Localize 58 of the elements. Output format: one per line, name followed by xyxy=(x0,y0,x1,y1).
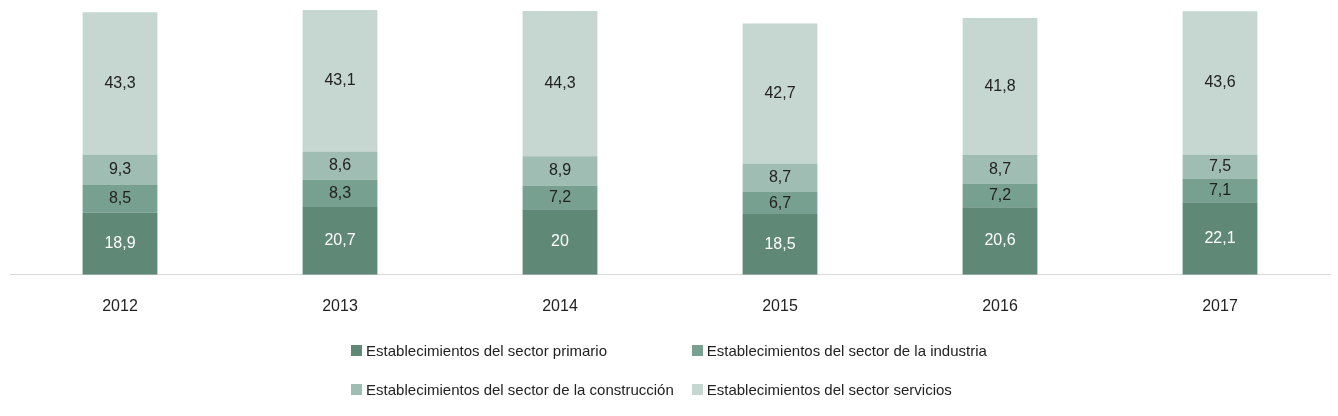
data-label: 7,1 xyxy=(1208,181,1232,199)
data-label: 8,7 xyxy=(768,168,792,186)
data-label: 8,9 xyxy=(548,161,572,179)
bar xyxy=(302,206,378,275)
bar xyxy=(522,156,598,186)
legend-label: Establecimientos del sector de la construcción xyxy=(366,381,674,398)
x-tick-label: 2016 xyxy=(982,296,1018,314)
bar xyxy=(962,17,1038,156)
data-label: 7,5 xyxy=(1208,157,1232,175)
x-tick-label: 2015 xyxy=(762,296,798,314)
data-label: 8,3 xyxy=(328,183,352,201)
bar xyxy=(1182,11,1258,155)
data-label: 8,6 xyxy=(328,155,352,173)
bar xyxy=(742,23,818,164)
data-label: 43,6 xyxy=(1204,73,1236,91)
data-label: 18,9 xyxy=(104,234,136,252)
bar xyxy=(1182,178,1258,203)
data-label: 20,7 xyxy=(324,231,356,249)
bar xyxy=(962,155,1038,184)
data-label: 20 xyxy=(551,232,569,250)
bar xyxy=(742,192,818,215)
x-tick-label: 2013 xyxy=(322,296,358,314)
bar xyxy=(522,10,598,157)
data-label: 20,6 xyxy=(984,231,1016,249)
data-label: 43,3 xyxy=(104,73,136,91)
bar xyxy=(302,179,378,207)
legend-label: Establecimientos del sector de la industria xyxy=(706,342,987,359)
bar xyxy=(522,185,598,210)
data-label: 41,8 xyxy=(984,76,1016,94)
bar xyxy=(742,214,818,275)
bar xyxy=(1182,154,1258,179)
bar xyxy=(82,12,158,155)
legend-label: Establecimientos del sector primario xyxy=(366,342,608,359)
data-label: 42,7 xyxy=(764,83,796,101)
data-label: 43,1 xyxy=(324,71,356,89)
bar xyxy=(82,212,158,275)
data-label: 44,3 xyxy=(544,74,576,92)
data-label: 6,7 xyxy=(768,193,792,211)
bar xyxy=(742,163,818,193)
bar xyxy=(82,184,158,213)
bar xyxy=(302,151,378,180)
data-label: 7,2 xyxy=(548,187,572,205)
bar xyxy=(522,209,598,275)
x-tick-label: 2012 xyxy=(102,296,138,314)
data-label: 8,7 xyxy=(988,159,1012,177)
data-label: 7,2 xyxy=(988,185,1012,203)
bar xyxy=(962,183,1038,208)
data-label: 8,5 xyxy=(108,189,132,207)
x-tick-label: 2014 xyxy=(542,296,578,314)
legend-label: Establecimientos del sector servicios xyxy=(706,381,952,398)
data-label: 9,3 xyxy=(108,160,132,178)
bar xyxy=(302,10,378,152)
x-tick-label: 2017 xyxy=(1202,296,1238,314)
data-label: 18,5 xyxy=(764,234,796,252)
bar xyxy=(962,207,1038,275)
bar xyxy=(82,154,158,185)
data-label: 22,1 xyxy=(1204,228,1236,246)
bar xyxy=(1182,202,1258,275)
